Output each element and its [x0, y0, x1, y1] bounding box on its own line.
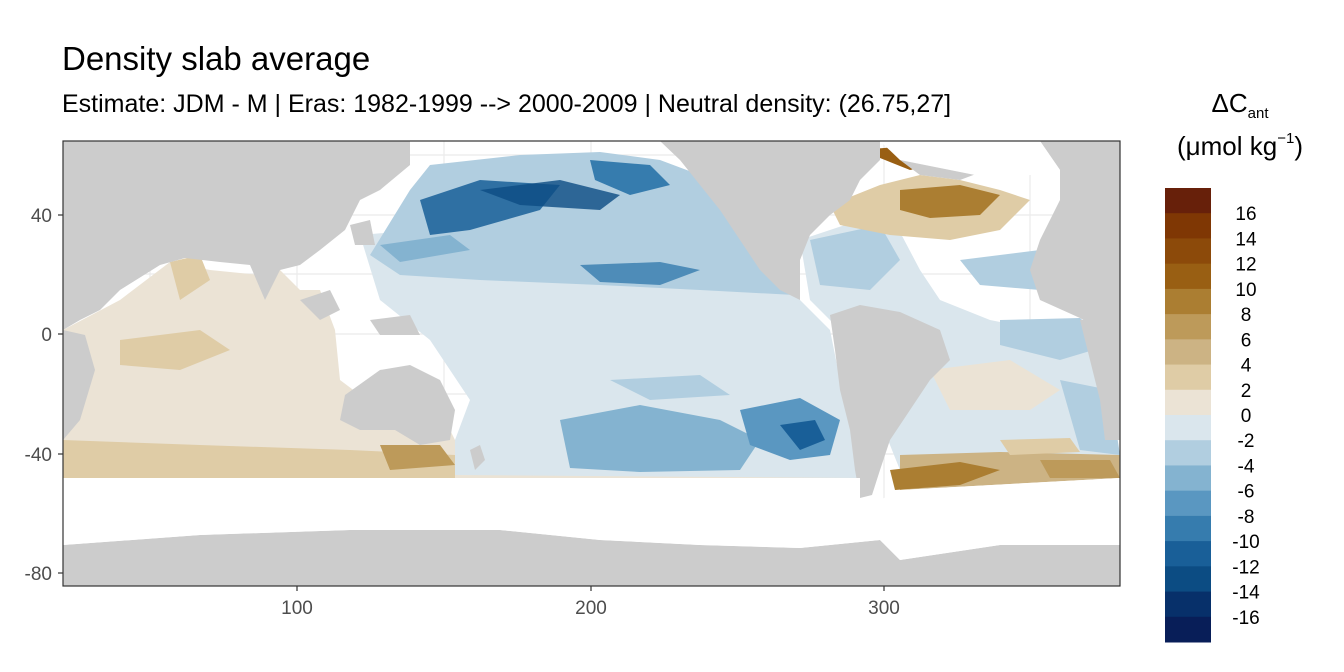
colorbar-swatch — [1165, 465, 1211, 492]
plot-title: Density slab average — [62, 40, 371, 77]
colorbar-swatch — [1165, 415, 1211, 441]
colorbar-tick-label: -4 — [1238, 456, 1255, 477]
north-atlantic-strong-positive — [900, 185, 1000, 218]
south-pacific-subtropical-negative — [610, 375, 730, 400]
colorbar-symbol: ΔC — [1211, 88, 1248, 118]
arctic-no-data — [880, 141, 1060, 180]
antarctica-landmass — [63, 530, 1120, 586]
x-tick-label: 100 — [281, 598, 313, 619]
map-panel — [63, 141, 1120, 586]
colorbar-swatch — [1165, 515, 1211, 542]
colorbar-tick-label: 0 — [1241, 406, 1252, 427]
colorbar-swatch — [1165, 288, 1211, 315]
colorbar-subscript: ant — [1247, 105, 1269, 122]
australia-landmass — [340, 365, 455, 445]
southern-indian-strong-positive — [380, 445, 455, 470]
africa-east-landmass — [63, 330, 95, 440]
west-africa-landmass — [1080, 320, 1120, 440]
north-america-landmass — [660, 141, 880, 300]
colorbar-swatch — [1165, 541, 1211, 567]
colorbar-swatch — [1165, 440, 1211, 466]
southern-indian-band — [63, 440, 455, 478]
colorbar-tick-label: -16 — [1232, 608, 1259, 629]
colorbar-tick-label: 16 — [1235, 204, 1256, 225]
south-atlantic-midlatitude — [1000, 438, 1080, 455]
colorbar-swatch — [1165, 263, 1211, 290]
no-data-band — [63, 478, 1120, 560]
colorbar-swatch — [1165, 566, 1211, 593]
x-axis: 100 200 300 — [281, 586, 900, 619]
colorbar-swatch — [1165, 364, 1211, 391]
y-tick-label: -80 — [25, 564, 52, 585]
y-axis: 40 0 -40 -80 — [25, 206, 63, 585]
colorbar-title: ΔCant (μmol kg−1) — [1160, 88, 1320, 162]
colorbar-swatch — [1165, 213, 1211, 239]
plot-subtitle: Estimate: JDM - M | Eras: 1982-1999 --> … — [62, 90, 952, 118]
colorbar-swatch — [1165, 490, 1211, 517]
y-tick-label: 40 — [31, 206, 52, 227]
south-atlantic-neutral — [930, 360, 1060, 410]
y-tick-label: -40 — [25, 445, 52, 466]
colorbar-swatch — [1165, 314, 1211, 340]
indian-ocean-positive-band — [120, 330, 230, 370]
new-guinea-landmass — [370, 315, 420, 335]
colorbar-tick-label: 6 — [1241, 330, 1252, 351]
colorbar-swatch — [1165, 591, 1211, 618]
colorbar-tick-label: -8 — [1238, 507, 1255, 528]
arabian-sea-region — [170, 255, 210, 300]
land — [63, 141, 1120, 586]
colorbar-swatch — [1165, 188, 1211, 214]
colorbar-tick-label: 4 — [1241, 356, 1252, 377]
borneo-landmass — [300, 290, 340, 320]
x-tick-label: 200 — [575, 598, 607, 619]
south-atlantic-strong-positive — [890, 462, 1000, 490]
new-zealand-landmass — [470, 445, 485, 470]
colorbar-unit-exponent: −1 — [1277, 130, 1295, 147]
japan-landmass — [350, 220, 375, 245]
europe-africa-landmass — [1030, 141, 1120, 330]
south-atlantic-east-positive — [1040, 460, 1120, 478]
kuroshio-region — [380, 235, 470, 262]
colorbar-unit-close: ) — [1294, 131, 1303, 161]
north-atlantic-west-negative — [810, 225, 900, 290]
y-tick-label: 0 — [41, 325, 52, 346]
colorbar-tick-label: -10 — [1232, 532, 1259, 553]
colorbar-tick-label: 14 — [1235, 229, 1257, 250]
colorbar-unit: (μmol kg — [1177, 131, 1278, 161]
colorbar-swatch — [1165, 389, 1211, 416]
colorbar-tick-label: 10 — [1235, 280, 1256, 301]
colorbar-tick-label: -12 — [1232, 557, 1259, 578]
south-pacific-west-negative — [560, 405, 760, 472]
colorbar-tick-label: 8 — [1241, 305, 1252, 326]
colorbar: 16 14 12 10 8 6 4 2 0 -2 -4 -6 -8 -10 -12 -14 -16 — [1165, 188, 1260, 643]
colorbar-tick-label: 2 — [1241, 381, 1252, 402]
colorbar-tick-label: -2 — [1238, 431, 1255, 452]
north-pacific-subtropical-negative — [580, 262, 700, 285]
colorbar-swatch — [1165, 616, 1211, 643]
south-america-landmass — [830, 305, 950, 498]
colorbar-tick-label: -6 — [1238, 482, 1255, 503]
x-tick-label: 300 — [868, 598, 900, 619]
north-pacific-east-negative — [590, 160, 670, 195]
colorbar-swatch — [1165, 339, 1211, 366]
colorbar-tick-label: -14 — [1232, 583, 1260, 604]
south-pacific-core — [780, 420, 825, 450]
north-pacific-core — [480, 180, 620, 210]
eurasia-landmass — [63, 141, 410, 330]
colorbar-swatch — [1165, 238, 1211, 265]
colorbar-tick-label: 12 — [1235, 255, 1256, 276]
